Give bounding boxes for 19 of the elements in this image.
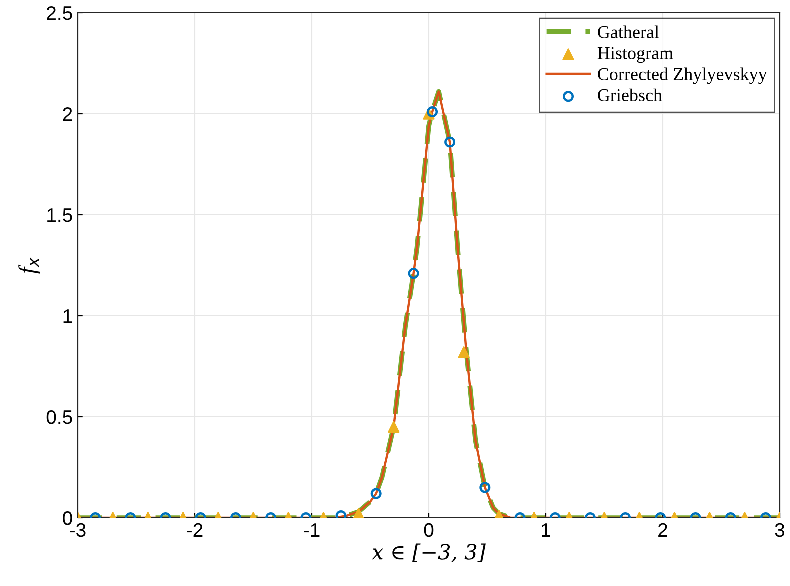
legend-label: Griebsch	[598, 88, 662, 102]
y-tick-label: 0.5	[46, 410, 72, 424]
y-tick-label: 2	[63, 107, 72, 122]
legend-label: Gatheral	[598, 26, 660, 38]
legend-label: Corrected Zhylyevskyy	[598, 68, 768, 84]
y-tick-label: 1.5	[48, 208, 72, 222]
x-axis-title: x ∈ [−3, 3]	[372, 544, 486, 562]
legend-label: Histogram	[598, 47, 674, 64]
x-tick-label: 3	[775, 523, 785, 538]
x-tick-label: 1	[542, 524, 550, 537]
x-tick-label: -3	[70, 523, 86, 538]
y-tick-label: 0	[63, 511, 72, 526]
x-tick-label: -1	[304, 524, 320, 537]
y-axis-title: f$_{x}$	[18, 257, 40, 274]
y-tick-label: 2.5	[47, 6, 72, 20]
y-tick-label: 1	[64, 310, 72, 324]
x-tick-label: 0	[424, 523, 434, 538]
x-tick-label: 2	[658, 523, 668, 537]
x-tick-label: -2	[187, 523, 203, 537]
